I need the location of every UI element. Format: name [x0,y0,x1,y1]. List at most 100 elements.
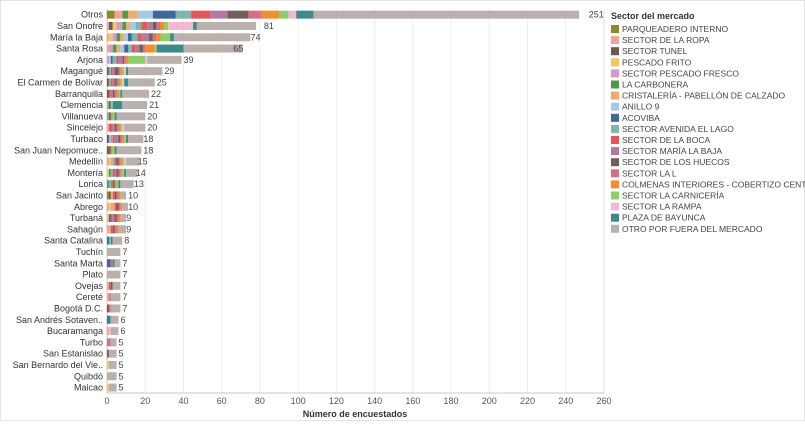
bar-san-onofre[interactable] [107,21,257,30]
bar-segment-cristaleria-pabellon-de-calzado[interactable] [116,44,121,53]
bar-santa-marta[interactable] [107,259,121,268]
bar-segment-colmenas-interiores-cobertizo-central[interactable] [156,33,161,42]
bar-segment-sector-de-los-huecos[interactable] [112,180,115,189]
bar-san-juan-nepomuce[interactable] [107,146,142,155]
bar-segment-sector-de-la-boca[interactable] [131,44,136,53]
bar-segment-otro-por-fuera-del-mercado[interactable] [183,44,243,53]
bar-segment-la-carbonera[interactable] [122,10,129,19]
bar-segment-sector-la-l[interactable] [114,225,117,234]
bar-san-bernardo-del-vie[interactable] [107,360,117,369]
legend-item-sector-la-carniceria[interactable]: SECTOR LA CARNICERÍA [611,191,725,201]
bar-segment-sector-la-carniceria[interactable] [120,123,123,132]
legend-item-sector-la-l[interactable]: SECTOR LA L [611,168,677,178]
bar-segment-sector-la-carniceria[interactable] [122,157,125,166]
bar-segment-sector-la-l[interactable] [143,44,146,53]
bar-segment-sector-de-la-ropa[interactable] [107,202,109,211]
bar-segment-sector-la-l[interactable] [248,10,262,19]
bar-segment-otro-por-fuera-del-mercado[interactable] [110,304,121,313]
legend-item-sector-maria-la-baja[interactable]: SECTOR MARÍA LA BAJA [611,146,722,156]
bar-bogota-d-c[interactable] [107,304,121,313]
legend-item-sector-de-la-boca[interactable]: SECTOR DE LA BOCA [611,135,711,145]
bar-san-estanislao[interactable] [107,349,117,358]
bar-segment-sector-la-carniceria[interactable] [112,146,115,155]
bar-segment-otro-por-fuera-del-mercado[interactable] [110,293,121,302]
bar-segment-pescado-frito[interactable] [107,360,109,369]
bar-segment-sector-la-l[interactable] [124,55,127,64]
bar-segment-sector-avenida-el-lago[interactable] [108,180,111,189]
bar-segment-otro-por-fuera-del-mercado[interactable] [124,123,146,132]
bar-segment-cristaleria-pabellon-de-calzado[interactable] [128,10,138,19]
bar-segment-sector-la-l[interactable] [120,134,123,143]
bar-clemencia[interactable] [107,101,148,110]
bar-segment-otro-por-fuera-del-mercado[interactable] [108,349,117,358]
legend-item-sector-avenida-el-lago[interactable]: SECTOR AVENIDA EL LAGO [611,124,734,134]
bar-segment-sector-tunel[interactable] [107,134,109,143]
bar-segment-acoviba[interactable] [107,315,109,324]
bar-segment-sector-de-los-huecos[interactable] [149,33,153,42]
bar-segment-sector-avenida-el-lago[interactable] [110,168,113,177]
bar-segment-sector-la-l[interactable] [152,33,157,42]
bar-segment-sector-pescado-fresco[interactable] [116,21,123,30]
bar-segment-sector-de-la-boca[interactable] [137,33,142,42]
bar-segment-sector-de-la-ropa[interactable] [107,21,109,30]
bar-segment-sector-de-los-huecos[interactable] [139,44,144,53]
bar-segment-sector-de-la-boca[interactable] [110,67,113,76]
bar-segment-cristaleria-pabellon-de-calzado[interactable] [120,33,125,42]
bar-segment-sector-la-carniceria[interactable] [110,101,113,110]
bar-segment-colmenas-interiores-cobertizo-central[interactable] [110,146,113,155]
bar-segment-plaza-de-bayunca[interactable] [124,168,127,177]
bar-segment-colmenas-interiores-cobertizo-central[interactable] [120,67,123,76]
bar-segment-sector-avenida-el-lago[interactable] [107,101,109,110]
bar-segment-sector-la-l[interactable] [114,89,117,98]
bar-san-jacinto[interactable] [107,191,127,200]
bar-segment-sector-la-carniceria[interactable] [112,112,115,121]
bar-segment-pescado-frito[interactable] [108,33,113,42]
bar-segment-sector-de-la-boca[interactable] [110,214,113,223]
bar-segment-sector-la-l[interactable] [118,168,121,177]
bar-segment-otro-por-fuera-del-mercado[interactable] [108,383,117,392]
bar-segment-sector-de-los-huecos[interactable] [112,225,115,234]
bar-segment-plaza-de-bayunca[interactable] [120,89,123,98]
bar-segment-sector-de-los-huecos[interactable] [114,191,117,200]
bar-segment-otro-por-fuera-del-mercado[interactable] [122,101,148,110]
legend-item-plaza-de-bayunca[interactable]: PLAZA DE BAYUNCA [611,213,706,223]
bar-san-andres-sotaven[interactable] [107,315,119,324]
bar-segment-sector-la-rampa[interactable] [122,78,125,87]
bar-lorica[interactable] [107,180,134,189]
bar-segment-sector-avenida-el-lago[interactable] [175,10,192,19]
bar-segment-la-carbonera[interactable] [112,44,117,53]
bar-segment-la-carbonera[interactable] [122,21,127,30]
bar-santa-catalina[interactable] [107,236,123,245]
bar-segment-sector-la-l[interactable] [116,214,119,223]
bar-segment-sector-de-los-huecos[interactable] [114,67,119,76]
bar-segment-sector-la-carniceria[interactable] [279,10,289,19]
bar-segment-sector-maria-la-baja[interactable] [114,134,119,143]
bar-magangue[interactable] [107,67,163,76]
bar-segment-sector-de-los-huecos[interactable] [122,55,125,64]
legend-item-colmenas-interiores-cobertizo-central[interactable]: COLMENAS INTERIORES - COBERTIZO CENTRAL [611,179,805,189]
bar-segment-sector-la-l[interactable] [110,259,113,268]
bar-segment-acoviba[interactable] [107,236,109,245]
bar-segment-sector-maria-la-baja[interactable] [114,168,117,177]
bar-segment-sector-maria-la-baja[interactable] [112,123,115,132]
bar-segment-sector-pescado-fresco[interactable] [108,44,113,53]
bar-santa-rosa[interactable] [107,44,243,53]
bar-segment-sector-de-la-ropa[interactable] [107,327,109,336]
bar-segment-otro-por-fuera-del-mercado[interactable] [147,55,182,64]
bar-segment-plaza-de-bayunca[interactable] [108,315,111,324]
bar-segment-otro-por-fuera-del-mercado[interactable] [118,225,127,234]
bar-segment-sector-maria-la-baja[interactable] [135,44,140,53]
bar-segment-pescado-frito[interactable] [107,214,109,223]
bar-segment-plaza-de-bayunca[interactable] [156,44,184,53]
bar-segment-sector-la-carniceria[interactable] [122,168,125,177]
bar-segment-sector-la-rampa[interactable] [124,67,127,76]
bar-segment-sector-la-carniceria[interactable] [160,33,171,42]
bar-segment-sector-la-rampa[interactable] [145,55,148,64]
bar-segment-otro-por-fuera-del-mercado[interactable] [116,112,146,121]
bar-segment-sector-de-los-huecos[interactable] [108,101,111,110]
legend-item-cristaleria-pabellon-de-calzado[interactable]: CRISTALERÍA - PABELLÓN DE CALZADO [611,91,786,101]
legend-item-sector-de-la-ropa[interactable]: SECTOR DE LA ROPA [611,35,710,45]
bar-segment-plaza-de-bayunca[interactable] [114,146,117,155]
bar-segment-sector-avenida-el-lago[interactable] [107,112,109,121]
bar-segment-colmenas-interiores-cobertizo-central[interactable] [120,202,123,211]
